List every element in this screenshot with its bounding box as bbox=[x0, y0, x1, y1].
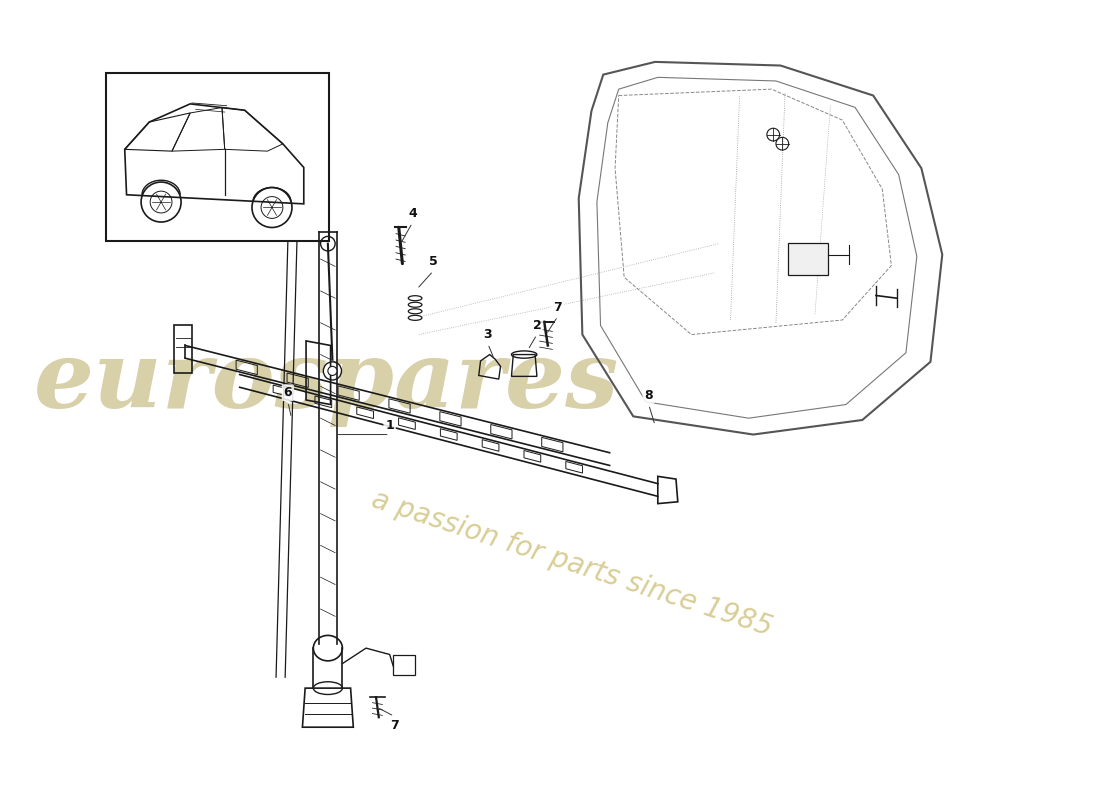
Text: 6: 6 bbox=[284, 386, 293, 399]
Bar bbox=[394, 655, 415, 675]
Text: 3: 3 bbox=[484, 328, 492, 341]
Text: 7: 7 bbox=[553, 301, 562, 314]
Circle shape bbox=[328, 366, 337, 375]
Bar bbox=[106, 73, 329, 241]
Text: eurospares: eurospares bbox=[33, 337, 618, 427]
Text: 1: 1 bbox=[385, 419, 394, 432]
Text: 4: 4 bbox=[408, 207, 417, 220]
Text: 2: 2 bbox=[532, 319, 541, 332]
Text: 8: 8 bbox=[645, 389, 653, 402]
Text: a passion for parts since 1985: a passion for parts since 1985 bbox=[367, 486, 776, 642]
Text: 5: 5 bbox=[429, 255, 438, 268]
Text: 7: 7 bbox=[389, 719, 398, 732]
Bar bbox=[788, 242, 828, 275]
